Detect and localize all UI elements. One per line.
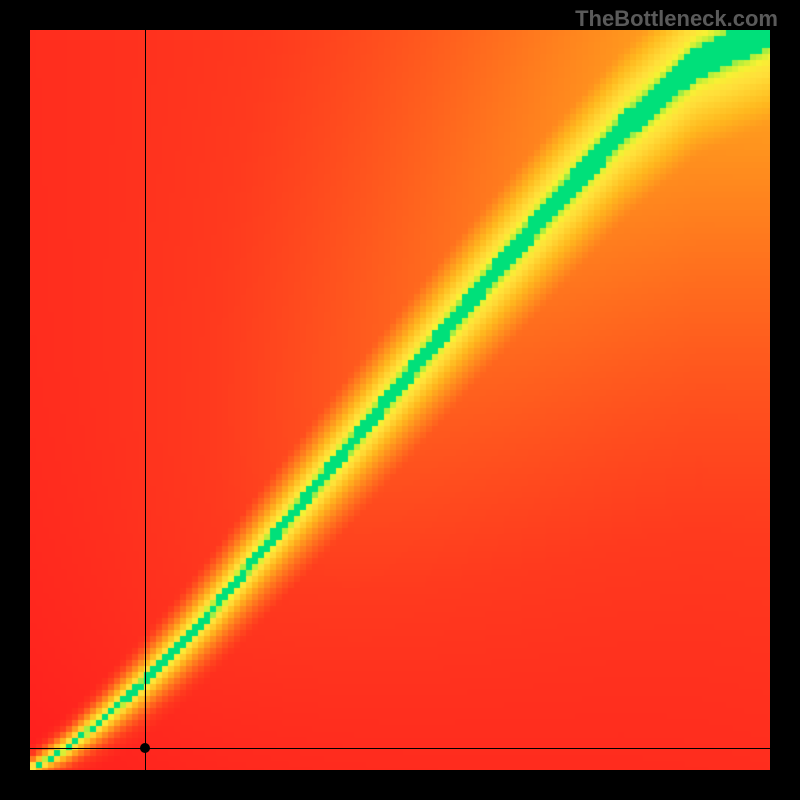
chart-container: { "watermark_text": "TheBottleneck.com",… — [0, 0, 800, 800]
crosshair-vertical — [145, 30, 146, 770]
heatmap-canvas — [30, 30, 770, 770]
crosshair-marker — [140, 743, 150, 753]
heatmap-plot — [30, 30, 770, 770]
watermark-text: TheBottleneck.com — [575, 6, 778, 32]
